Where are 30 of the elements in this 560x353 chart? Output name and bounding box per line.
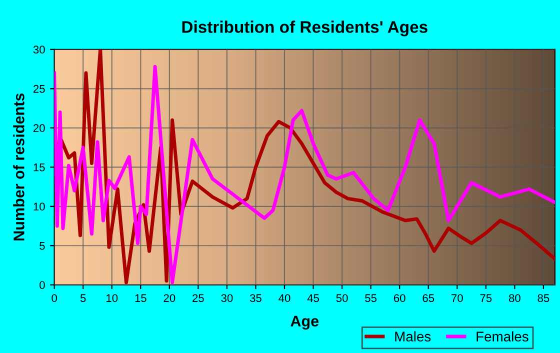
x-tick-label: 70 — [452, 294, 463, 302]
legend-label: Males — [395, 331, 431, 342]
legend-label: Females — [476, 331, 528, 342]
y-tick-label: 5 — [40, 242, 45, 250]
y-tick-label: 20 — [33, 124, 45, 132]
y-tick-label: 0 — [40, 281, 45, 290]
x-tick-label: 30 — [221, 294, 233, 302]
y-tick-label: 25 — [33, 84, 45, 93]
x-tick-label: 5 — [80, 294, 86, 302]
chart-title: Distribution of Residents' Ages — [182, 20, 428, 36]
x-tick-label: 20 — [164, 294, 176, 302]
x-tick-label: 50 — [336, 294, 348, 302]
y-tick-label: 15 — [34, 164, 45, 172]
x-tick-label: 60 — [394, 294, 406, 302]
y-tick-label: 10 — [34, 202, 45, 211]
x-tick-label: 15 — [135, 294, 146, 302]
x-tick-label: 0 — [52, 294, 57, 302]
x-tick-label: 25 — [192, 294, 204, 302]
y-axis-title: Number of residents — [13, 93, 24, 240]
x-tick-label: 40 — [278, 294, 290, 302]
x-tick-label: 10 — [106, 294, 118, 302]
x-tick-label: 65 — [422, 294, 434, 302]
x-tick-label: 80 — [508, 294, 520, 302]
x-tick-label: 85 — [538, 294, 550, 302]
x-tick-label: 75 — [480, 294, 492, 302]
x-axis-title: Age — [290, 316, 319, 330]
x-tick-label: 45 — [307, 294, 319, 302]
x-tick-label: 35 — [250, 294, 262, 302]
x-tick-label: 55 — [365, 294, 377, 302]
y-tick-label: 30 — [33, 46, 45, 54]
